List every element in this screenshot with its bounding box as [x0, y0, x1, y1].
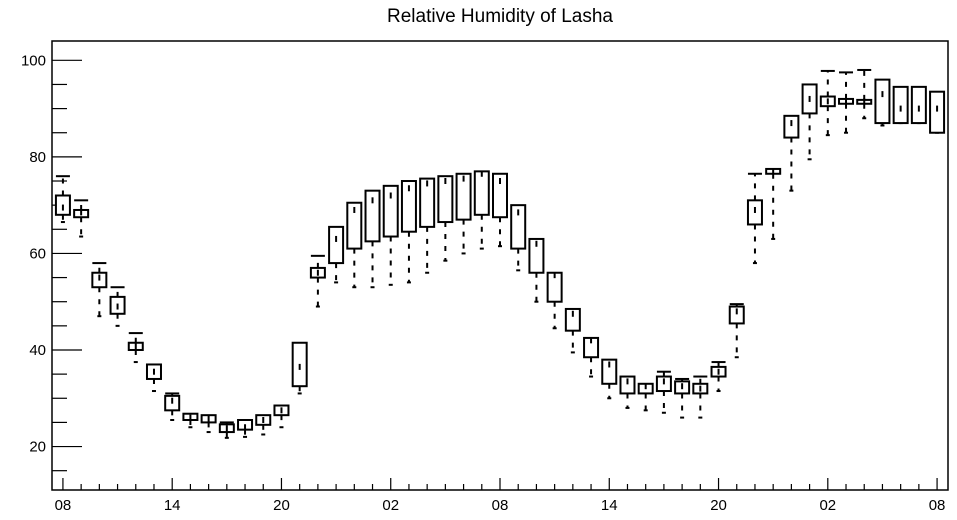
box-group: [54, 175, 71, 224]
box-series: [54, 68, 946, 439]
box-group: [273, 404, 290, 429]
box-group: [492, 172, 508, 248]
iqr-box: [328, 225, 345, 265]
box-group: [765, 167, 782, 240]
box-group: [674, 377, 691, 419]
x-axis: 08 14 20 02 08 14 20 02 08: [55, 478, 946, 514]
box-group: [164, 392, 181, 421]
iqr-box: [783, 114, 800, 139]
iqr-box: [492, 172, 508, 219]
box-group: [619, 375, 636, 409]
box-group: [728, 303, 745, 359]
box-group: [237, 418, 254, 438]
box-group: [91, 262, 108, 318]
x-tick-label: 14: [601, 497, 618, 514]
box-group: [929, 90, 946, 134]
box-group: [382, 184, 399, 286]
box-group: [145, 363, 162, 393]
box-group: [892, 85, 909, 125]
box-group: [601, 358, 618, 400]
x-tick-label: 08: [55, 497, 72, 514]
x-tick-label: 20: [273, 497, 290, 514]
box-group: [801, 83, 818, 161]
box-group: [127, 332, 144, 364]
x-tick-label: 02: [819, 497, 836, 514]
box-group: [291, 341, 308, 395]
x-tick-label: 20: [710, 497, 727, 514]
box-group: [838, 71, 855, 134]
box-group: [874, 78, 891, 127]
x-tick-label: 08: [929, 497, 946, 514]
box-group: [182, 412, 199, 429]
y-tick-label: 80: [29, 149, 46, 166]
iqr-box: [728, 305, 745, 325]
box-group: [364, 189, 381, 289]
iqr-box: [510, 204, 527, 250]
box-group: [910, 85, 927, 125]
iqr-box: [382, 184, 399, 238]
iqr-box: [929, 90, 946, 134]
box-group: [200, 414, 217, 434]
y-tick-label: 20: [29, 439, 46, 456]
box-group: [564, 307, 581, 354]
iqr-box: [400, 180, 417, 233]
box-group: [510, 204, 527, 272]
box-group: [473, 170, 490, 250]
box-group: [109, 286, 126, 327]
box-group: [783, 114, 800, 192]
iqr-box: [419, 177, 436, 228]
y-tick-label: 100: [21, 52, 46, 69]
iqr-box: [528, 237, 545, 274]
box-group: [455, 172, 472, 255]
box-group: [856, 68, 873, 120]
box-group: [546, 271, 563, 330]
box-group: [819, 69, 836, 137]
x-tick-label: 14: [164, 497, 181, 514]
box-group: [637, 382, 654, 412]
iqr-box: [874, 78, 891, 125]
x-tick-label: 02: [382, 497, 399, 514]
iqr-box: [437, 175, 454, 224]
box-group: [400, 180, 417, 284]
box-group: [255, 414, 272, 436]
y-tick-label: 40: [29, 342, 46, 359]
box-group: [655, 370, 672, 414]
iqr-box: [601, 358, 618, 385]
iqr-box: [455, 172, 472, 221]
box-group: [309, 254, 326, 308]
y-axis: 20 40 60 80 100: [21, 52, 82, 472]
box-group: [437, 175, 454, 262]
box-group: [419, 177, 436, 274]
box-group: [346, 201, 363, 289]
y-tick-label: 60: [29, 245, 46, 262]
iqr-box: [473, 170, 490, 216]
iqr-box: [364, 189, 381, 243]
box-group: [328, 225, 345, 284]
x-tick-label: 08: [492, 497, 509, 514]
box-group: [710, 361, 727, 393]
iqr-box: [892, 85, 909, 125]
iqr-box: [619, 375, 636, 395]
box-group: [528, 237, 545, 303]
box-group: [746, 172, 763, 265]
iqr-box: [346, 201, 363, 250]
box-group: [692, 375, 709, 419]
box-group: [73, 199, 90, 238]
iqr-box: [564, 307, 581, 332]
box-group: [218, 421, 235, 439]
chart-title: Relative Humidity of Lasha: [387, 6, 613, 27]
box-group: [583, 336, 600, 378]
iqr-box: [910, 85, 927, 125]
